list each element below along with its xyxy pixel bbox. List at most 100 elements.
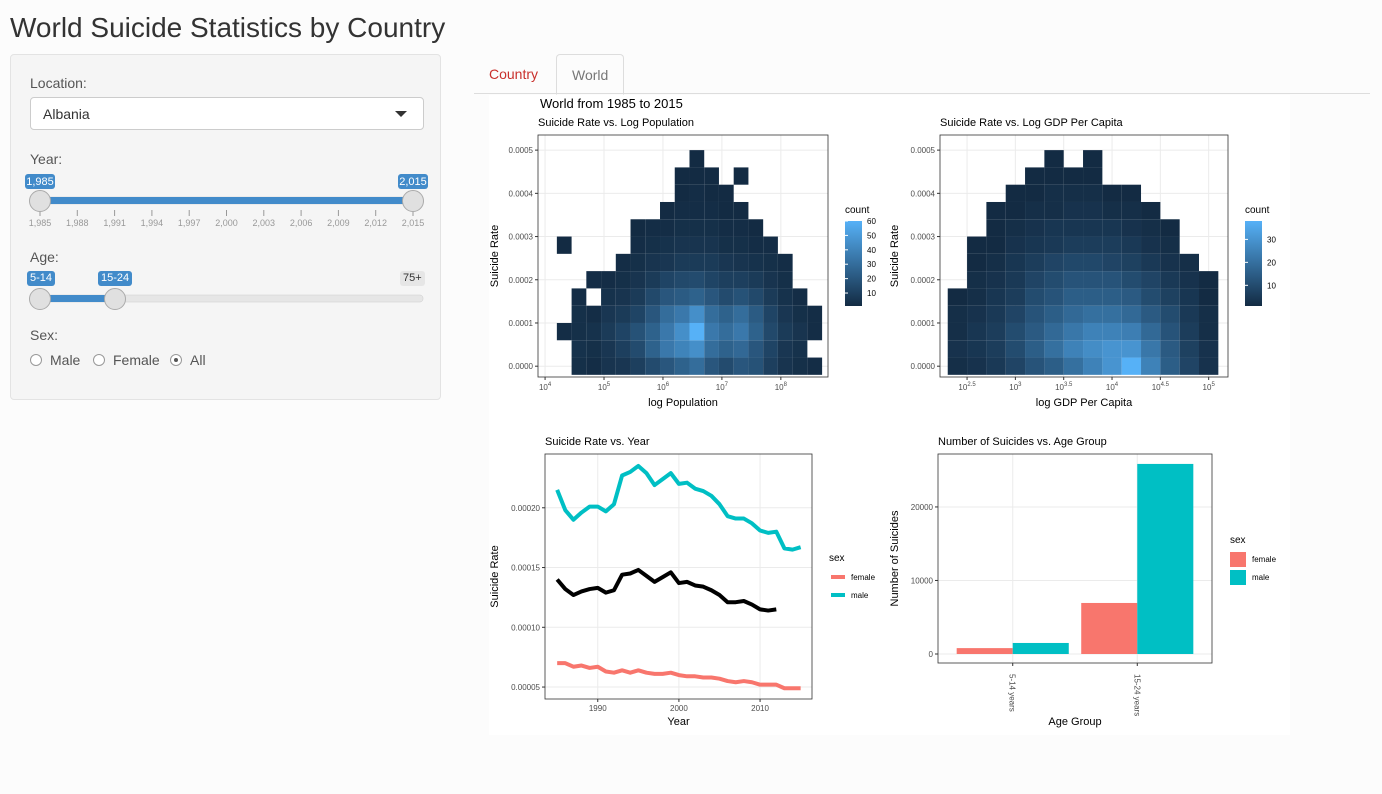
heat-cell [1083, 219, 1103, 237]
heat-cell [1025, 167, 1045, 185]
tick-exponent: 4 [548, 382, 552, 388]
handle-tag-bg [398, 174, 428, 189]
heat-cell [689, 150, 705, 168]
heat-cell [571, 357, 587, 375]
location-select[interactable]: Albania [30, 97, 424, 130]
heat-cell [601, 271, 616, 289]
year-slider[interactable]: 1,985 1,988 1,991 1,994 1,997 2,000 2,003 2,006… [0, 165, 443, 235]
heat-cell [674, 219, 690, 237]
heat-cell [660, 236, 675, 254]
radio[interactable]: Male [30, 352, 80, 368]
heat-cell [1005, 340, 1026, 358]
heat-cell [1044, 219, 1064, 237]
heat-cell [689, 219, 705, 237]
bar [1012, 642, 1069, 654]
heat-cell [704, 271, 719, 289]
x-tick-label: 2000 [670, 704, 688, 713]
heat-cell [733, 236, 749, 254]
heat-cell [748, 305, 764, 323]
heat-cell [1141, 305, 1161, 323]
heat-cell [1005, 357, 1026, 375]
legend-label: female [1252, 555, 1277, 564]
heat-cell [704, 357, 719, 375]
y-tick-label: 10000 [911, 576, 934, 585]
heat-cell [748, 271, 764, 289]
y-tick-label: 0.00020 [511, 504, 540, 513]
heat-cell [777, 288, 793, 306]
radio-circle [30, 354, 42, 366]
x-tick-label: 15-24 years [1132, 674, 1141, 716]
heat-cell [748, 288, 764, 306]
handle[interactable] [402, 190, 424, 212]
heat-cell [947, 340, 968, 358]
heat-cell [763, 236, 778, 254]
age-to: 15-24 [98, 271, 133, 286]
slider-tick-label: 1,994 [141, 218, 164, 228]
x-tick-label: 104.5 [1152, 382, 1170, 392]
heat-cell [1005, 184, 1026, 202]
heat-cell [967, 322, 987, 341]
tick-base: 10 [598, 383, 607, 392]
heat-cell [763, 340, 778, 358]
heat-cell [556, 236, 572, 254]
heat-cell [1141, 357, 1161, 375]
tab[interactable]: Country [489, 66, 539, 82]
heat-cell [1121, 271, 1142, 289]
heat-cell [1160, 305, 1180, 323]
heat-cell [674, 322, 690, 341]
heat-cell [704, 184, 719, 202]
handle[interactable] [29, 288, 51, 310]
heat-cell [1160, 322, 1180, 341]
heat-cell [1005, 201, 1026, 220]
handle[interactable] [104, 288, 126, 310]
heat-cell [718, 271, 734, 289]
color-bar [1245, 221, 1262, 306]
heat-cell [718, 288, 734, 306]
heat-cell [967, 288, 987, 306]
heat-cell [1063, 288, 1084, 306]
heat-cell [1121, 288, 1142, 306]
heat-cell [718, 184, 734, 202]
heat-cell [601, 340, 616, 358]
heat-cell [1063, 340, 1084, 358]
heat-cell [1179, 271, 1200, 289]
handle[interactable] [29, 190, 51, 212]
heat-cell [1025, 357, 1045, 375]
x-tick-label: 5-14 years [1008, 674, 1017, 712]
heat-cell [1121, 253, 1142, 272]
heat-cell [1102, 219, 1122, 237]
heat-cell [1141, 201, 1161, 220]
range-bar [40, 295, 115, 302]
heat-cell [1044, 150, 1064, 168]
heat-cell [1141, 340, 1161, 358]
heat-cell [1063, 253, 1084, 272]
radio[interactable]: Female [93, 352, 160, 368]
heat-cell [704, 322, 719, 341]
slider-tick-label: 2,015 [402, 218, 425, 228]
heat-cell [689, 322, 705, 341]
x-axis-label: Age Group [1048, 716, 1101, 728]
heat-cell [777, 253, 793, 272]
heat-cell [689, 288, 705, 306]
handle-tag: 2,015 [399, 176, 427, 188]
heat-cell [792, 305, 808, 323]
tick-exponent: 4 [1115, 382, 1119, 388]
heat-cell [645, 305, 661, 323]
heat-cell [1025, 288, 1045, 306]
tab[interactable]: World [556, 54, 625, 95]
radio-label: Female [113, 352, 160, 368]
age-max: 75+ [400, 271, 425, 286]
heat-cell [1160, 271, 1180, 289]
y-tick-label: 0.0001 [509, 319, 534, 328]
heat-cell [1141, 236, 1161, 254]
radio[interactable]: All [170, 352, 206, 368]
x-tick-label: 105 [1203, 382, 1216, 392]
heat-cell [748, 340, 764, 358]
heat-cell [986, 253, 1006, 272]
heat-cell [645, 271, 661, 289]
heat-cell [947, 288, 968, 306]
heat-cell [660, 305, 675, 323]
year-label: Year: [30, 151, 63, 167]
age-slider[interactable] [0, 285, 443, 315]
y-axis-label: Suicide Rate [489, 225, 501, 287]
